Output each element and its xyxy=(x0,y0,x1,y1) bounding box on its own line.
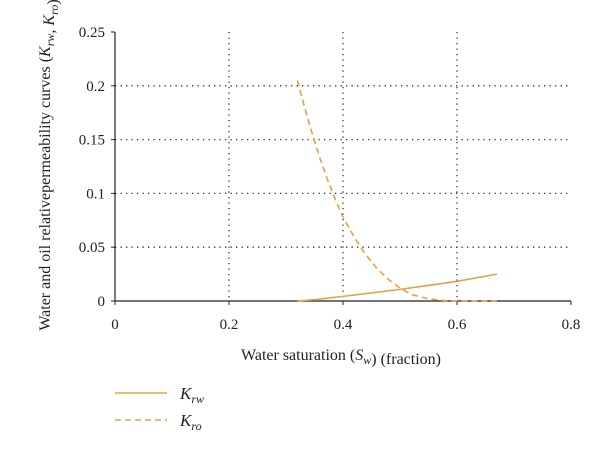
x-tick-label: 0 xyxy=(111,317,119,333)
x-tick-label: 0.8 xyxy=(562,317,581,333)
series-line-kro xyxy=(296,80,497,302)
series-lines xyxy=(296,80,498,302)
x-tick-label: 0.4 xyxy=(334,317,353,333)
y-tick-label: 0 xyxy=(98,294,106,310)
x-tick-label: 0.6 xyxy=(448,317,467,333)
axes xyxy=(111,31,572,305)
y-axis-title: Water and oil relativepermeability curve… xyxy=(37,0,62,331)
legend-label-kro: Kro xyxy=(179,411,202,433)
legend: Krw Kro xyxy=(115,384,204,433)
tick-labels: 0 0.2 0.4 0.6 0.8 0 0.05 0.1 0.15 0.2 0.25 xyxy=(79,25,581,333)
y-tick-label: 0.15 xyxy=(79,133,105,149)
x-tick-label: 0.2 xyxy=(220,317,239,333)
legend-label-krw: Krw xyxy=(179,384,204,406)
y-tick-label: 0.1 xyxy=(86,186,105,202)
y-tick-label: 0.2 xyxy=(86,79,105,95)
x-axis-title: Water saturation (Sw) (fraction) xyxy=(241,347,441,368)
y-tick-label: 0.25 xyxy=(79,25,105,41)
grid-lines xyxy=(115,32,571,301)
y-tick-label: 0.05 xyxy=(79,240,105,256)
series-line-krw xyxy=(297,273,498,302)
